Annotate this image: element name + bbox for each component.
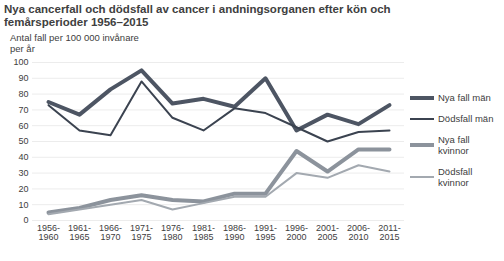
svg-text:20: 20: [18, 184, 28, 194]
html-text:Nya fall män: Nya fall män: [438, 92, 491, 103]
svg-text:90: 90: [18, 73, 28, 83]
svg-text:80: 80: [18, 89, 28, 99]
svg-text:2011-2015: 2011-2015: [378, 223, 400, 242]
svg-text:70: 70: [18, 105, 28, 115]
svg-text:1961-1965: 1961-1965: [68, 223, 91, 242]
svg-text:30: 30: [18, 168, 28, 178]
svg-text:10: 10: [18, 200, 28, 210]
svg-text:40: 40: [18, 152, 28, 162]
svg-text:1996-2000: 1996-2000: [285, 223, 308, 242]
svg-text:2001-2005: 2001-2005: [316, 223, 339, 242]
svg-text:100: 100: [13, 57, 28, 67]
svg-text:1991-1995: 1991-1995: [254, 223, 277, 242]
svg-text:1966-1970: 1966-1970: [99, 223, 122, 242]
html-text:Antal fall per 100 000 invånar: Antal fall per 100 000 invånare per år: [10, 32, 139, 54]
html-text:Dödsfall män: Dödsfall män: [438, 113, 494, 124]
svg-text:60: 60: [18, 121, 28, 131]
html-text:Nya cancerfall och dödsfall av: Nya cancerfall och dödsfall av cancer i …: [4, 3, 391, 28]
svg-text:2006-2010: 2006-2010: [347, 223, 370, 242]
svg-text:1956-1960: 1956-1960: [37, 223, 60, 242]
svg-text:1981-1985: 1981-1985: [192, 223, 215, 242]
svg-text:1986-1990: 1986-1990: [223, 223, 246, 242]
html-text:Dödsfall kvinnor: Dödsfall kvinnor: [438, 166, 473, 188]
svg-text:0: 0: [23, 215, 28, 225]
svg-text:50: 50: [18, 136, 28, 146]
svg-text:1976-1980: 1976-1980: [161, 223, 184, 242]
svg-text:1971-1975: 1971-1975: [130, 223, 153, 242]
html-text:Nya fall kvinnor: Nya fall kvinnor: [438, 134, 470, 156]
